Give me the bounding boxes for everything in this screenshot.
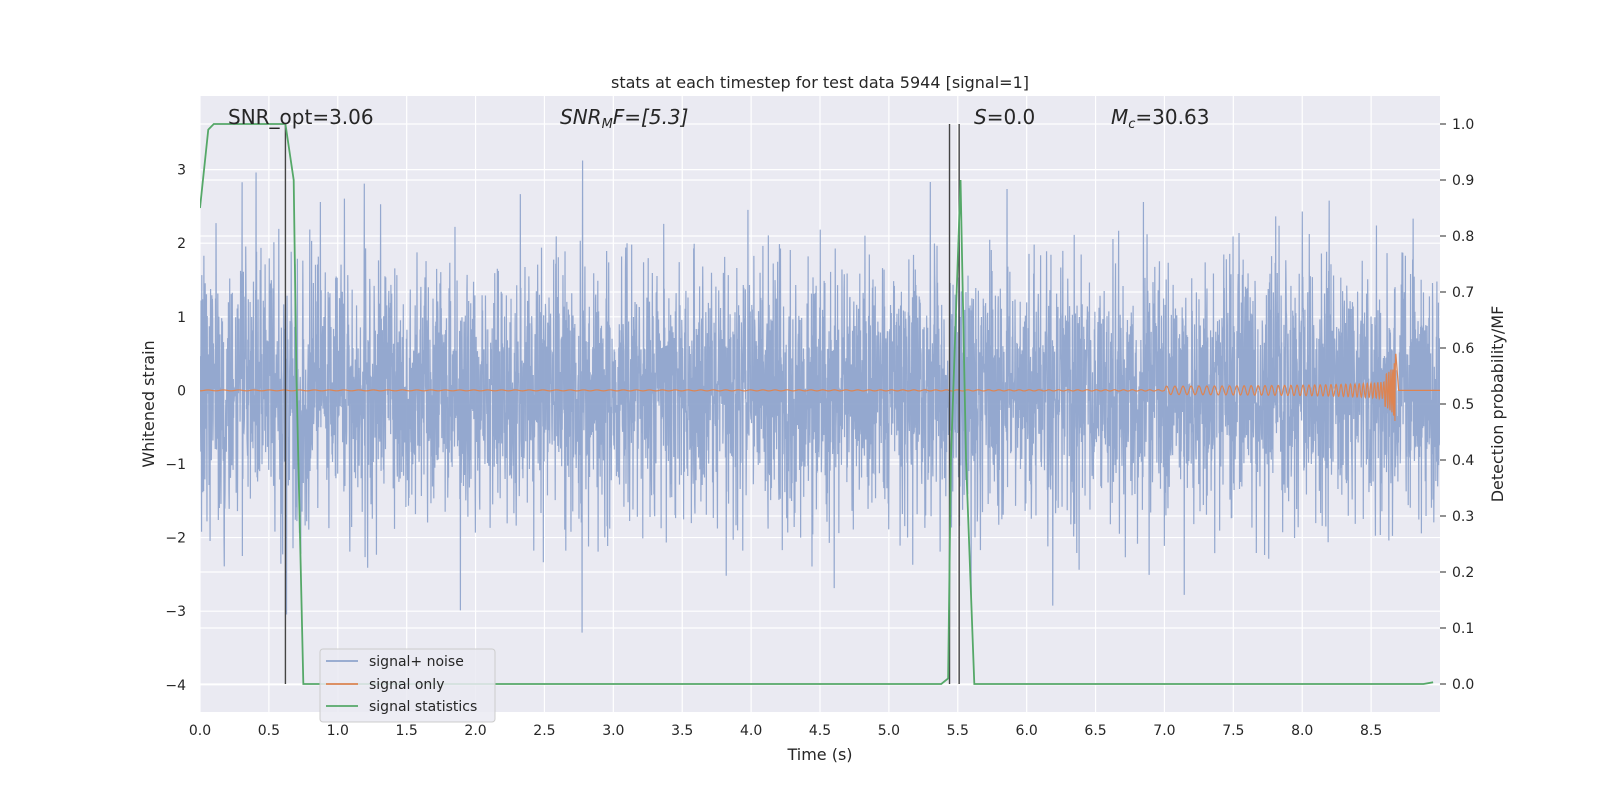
x-axis-label: Time (s) — [786, 745, 852, 764]
x-tick-label: 0.5 — [258, 723, 280, 739]
x-tick-label: 2.5 — [533, 723, 555, 739]
y-tick-label: 0 — [177, 383, 186, 399]
x-tick-label: 8.0 — [1291, 723, 1313, 739]
y-axis-label: Whitened strain — [139, 340, 158, 467]
legend: signal+ noise signal only signal statist… — [319, 648, 496, 723]
right-y-tick-label: 0.1 — [1452, 621, 1474, 637]
annotation-snr-opt: SNR_opt=3.06 — [228, 105, 374, 129]
annotation-mc: Mc=30.63 — [1111, 105, 1209, 132]
annotation-s: S=0.0 — [974, 105, 1035, 129]
y-tick-label: −4 — [165, 678, 186, 694]
y-axis-ticks: 3 2 1 0 −1 −2 −3 −4 — [165, 163, 186, 694]
x-tick-label: 4.5 — [809, 723, 831, 739]
annotation-mc-base: M — [1111, 105, 1128, 129]
x-tick-label: 3.5 — [671, 723, 693, 739]
x-tick-label: 0.0 — [189, 723, 211, 739]
right-y-tick-label: 0.8 — [1452, 229, 1474, 245]
x-tick-label: 5.5 — [947, 723, 969, 739]
x-tick-label: 2.0 — [464, 723, 486, 739]
legend-box — [319, 648, 496, 723]
x-axis-ticks: 0.0 0.5 1.0 1.5 2.0 2.5 3.0 3.5 4.0 4.5 5.0 5.5 6.0 6… — [189, 723, 1382, 739]
x-tick-label: 7.5 — [1222, 723, 1244, 739]
x-tick-label: 6.0 — [1016, 723, 1038, 739]
legend-label-stats: signal statistics — [369, 699, 477, 715]
right-y-tick-label: 0.2 — [1452, 565, 1474, 581]
y-tick-label: 2 — [177, 236, 186, 252]
right-y-tick-label: 0.5 — [1452, 397, 1474, 413]
x-tick-label: 1.5 — [396, 723, 418, 739]
legend-label-noise: signal+ noise — [369, 654, 464, 670]
y-tick-label: −1 — [165, 457, 186, 473]
annotation-snr-mf: SNRMF=[5.3] — [560, 105, 688, 132]
right-y-tick-label: 0.3 — [1452, 509, 1474, 525]
right-y-tick-label: 0.7 — [1452, 285, 1474, 301]
x-tick-label: 1.0 — [327, 723, 349, 739]
annotation-mc-value: =30.63 — [1135, 105, 1209, 129]
annotation-snr-mf-f: F=[5.3] — [613, 105, 689, 129]
y-tick-label: 3 — [177, 163, 186, 179]
y-tick-label: 1 — [177, 310, 186, 326]
annotation-mc-sub: c — [1128, 117, 1135, 132]
right-y-tick-label: 0.6 — [1452, 341, 1474, 357]
right-y-tick-label: 0.4 — [1452, 453, 1474, 469]
chart-title: stats at each timestep for test data 594… — [611, 73, 1029, 92]
x-tick-label: 5.0 — [878, 723, 900, 739]
right-y-tick-label: 0.0 — [1452, 677, 1474, 693]
signal-statistics-series — [200, 123, 1434, 685]
right-y-axis-ticks: 1.0 0.9 0.8 0.7 0.6 0.5 0.4 0.3 0.2 0.1 0.0 — [1440, 117, 1474, 693]
annotation-snr-mf-sub: M — [602, 117, 613, 132]
right-y-tick-label: 0.9 — [1452, 173, 1474, 189]
x-tick-label: 3.0 — [602, 723, 624, 739]
signal-only-series — [200, 353, 1440, 421]
signal-plus-noise-series — [200, 160, 1440, 633]
y-tick-label: −3 — [165, 604, 186, 620]
x-tick-label: 8.5 — [1360, 723, 1382, 739]
annotation-s-value: =0.0 — [987, 105, 1036, 129]
annotation-snr-mf-base: SNR — [560, 105, 602, 129]
x-tick-label: 4.0 — [740, 723, 762, 739]
legend-label-signal: signal only — [369, 677, 444, 693]
x-tick-label: 7.0 — [1153, 723, 1175, 739]
y-tick-label: −2 — [165, 531, 186, 547]
x-tick-label: 6.5 — [1084, 723, 1106, 739]
right-y-tick-label: 1.0 — [1452, 117, 1474, 133]
annotation-s-base: S — [974, 105, 987, 129]
right-y-axis-label: Detection probability/MF — [1488, 306, 1507, 503]
